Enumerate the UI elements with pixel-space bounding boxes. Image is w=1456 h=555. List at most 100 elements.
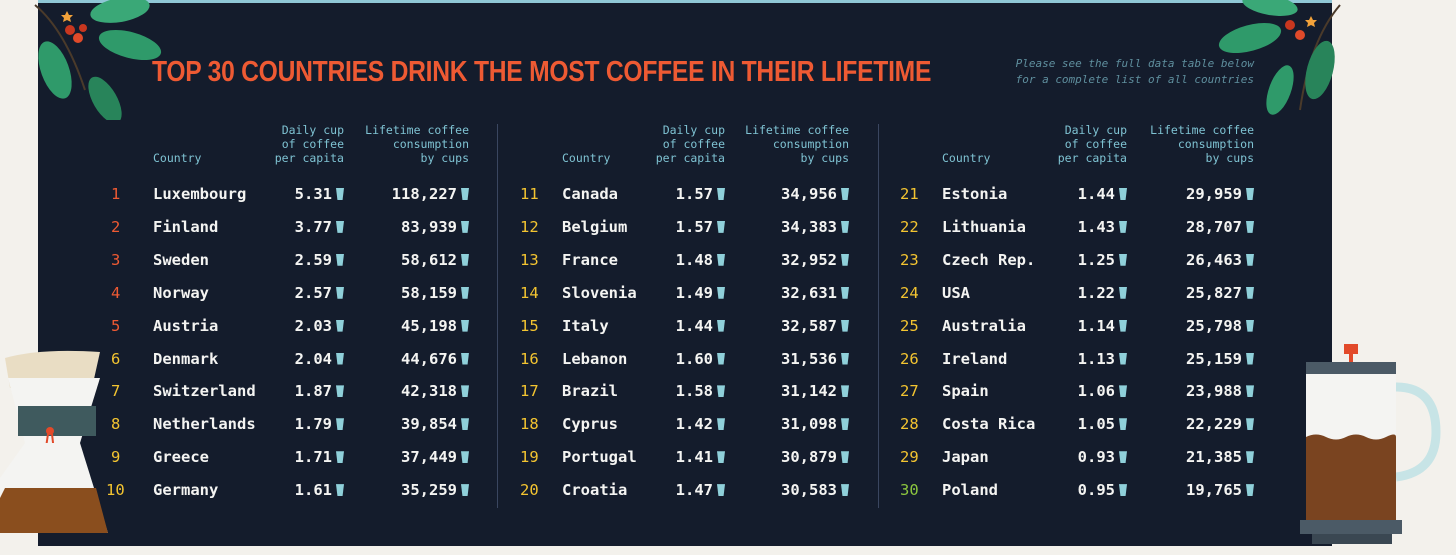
table-row: 6 Denmark 2.04 44,676 [0, 350, 1456, 380]
coffee-cup-icon [336, 484, 344, 497]
daily-cups-text: 1.05 [1077, 415, 1115, 434]
rank-number: 8 [111, 415, 121, 434]
lifetime-cups-text: 58,159 [401, 283, 457, 302]
coffee-cup-icon [717, 286, 725, 299]
lifetime-cups-text: 83,939 [401, 217, 457, 236]
lifetime-cups-value: 31,142 [709, 382, 849, 400]
country-name: Austria [153, 316, 219, 335]
coffee-cup-icon [841, 220, 849, 233]
daily-cups-text: 2.04 [294, 349, 332, 368]
daily-cups-value: 1.87 [224, 382, 344, 400]
daily-cups-value: 2.04 [224, 350, 344, 368]
rank-number: 9 [111, 448, 121, 467]
daily-cups-value: 1.13 [1007, 350, 1127, 368]
top-accent-line [38, 0, 1332, 3]
chart-title: TOP 30 COUNTRIES DRINK THE MOST COFFEE I… [152, 56, 932, 88]
country-name: Brazil [562, 382, 618, 401]
coffee-cup-icon [1119, 352, 1127, 365]
coffee-cup-icon [1246, 319, 1254, 332]
coffee-cup-icon [336, 188, 344, 200]
lifetime-cups-value: 37,449 [329, 448, 469, 466]
daily-cups-text: 1.71 [294, 448, 332, 467]
lifetime-cups-text: 25,159 [1186, 349, 1242, 368]
rank-number: 28 [900, 415, 919, 434]
lifetime-cups-text: 32,631 [781, 283, 837, 302]
rank-number: 10 [106, 481, 125, 500]
table-row: 5 Austria 2.03 45,198 [0, 317, 1456, 347]
table-row: 26 Ireland 1.13 25,159 [0, 350, 1456, 380]
table-row: 10 Germany 1.61 35,259 [0, 481, 1456, 511]
coffee-cup-icon [461, 484, 469, 497]
daily-cups-text: 1.42 [675, 415, 713, 434]
country-name: Finland [153, 217, 219, 236]
coffee-cup-icon [1246, 253, 1254, 266]
lifetime-cups-text: 35,259 [401, 481, 457, 500]
country-name: Lithuania [942, 217, 1026, 236]
lifetime-cups-text: 45,198 [401, 316, 457, 335]
coffee-cup-icon [1246, 385, 1254, 398]
lifetime-cups-text: 26,463 [1186, 250, 1242, 269]
lifetime-cups-value: 19,765 [1114, 481, 1254, 499]
header-lifetime-cups: Lifetime coffee consumption by cups [745, 123, 849, 165]
country-name: Ireland [942, 349, 1008, 368]
country-name: Germany [153, 481, 219, 500]
country-name: Denmark [153, 349, 219, 368]
daily-cups-value: 1.71 [224, 448, 344, 466]
daily-cups-value: 1.22 [1007, 284, 1127, 302]
daily-cups-value: 0.93 [1007, 448, 1127, 466]
table-row: 3 Sweden 2.59 58,612 [0, 251, 1456, 281]
coffee-cup-icon [841, 286, 849, 299]
coffee-cup-icon [1119, 385, 1127, 398]
table-row: 2 Finland 3.77 83,939 [0, 218, 1456, 248]
daily-cups-value: 1.41 [605, 448, 725, 466]
lifetime-cups-value: 58,612 [329, 251, 469, 269]
daily-cups-value: 1.60 [605, 350, 725, 368]
country-name: Japan [942, 448, 989, 467]
lifetime-cups-value: 83,939 [329, 218, 469, 236]
column-divider [497, 124, 498, 508]
lifetime-cups-value: 39,854 [329, 415, 469, 433]
coffee-cup-icon [1246, 352, 1254, 365]
header-lifetime-cups: Lifetime coffee consumption by cups [365, 123, 469, 165]
country-name: Norway [153, 283, 209, 302]
daily-cups-text: 1.44 [1077, 185, 1115, 203]
country-name: USA [942, 283, 970, 302]
daily-cups-text: 1.06 [1077, 382, 1115, 401]
table-row: 23 Czech Rep. 1.25 26,463 [0, 251, 1456, 281]
country-name: Estonia [942, 185, 1008, 203]
lifetime-cups-value: 25,798 [1114, 317, 1254, 335]
lifetime-cups-text: 31,098 [781, 415, 837, 434]
coffee-cup-icon [1119, 484, 1127, 497]
daily-cups-value: 1.44 [605, 317, 725, 335]
chart-panel [38, 0, 1332, 546]
daily-cups-text: 1.47 [675, 481, 713, 500]
rank-number: 29 [900, 448, 919, 467]
table-row: 30 Poland 0.95 19,765 [0, 481, 1456, 511]
daily-cups-value: 3.77 [224, 218, 344, 236]
lifetime-cups-value: 32,587 [709, 317, 849, 335]
daily-cups-value: 1.61 [224, 481, 344, 499]
daily-cups-value: 1.57 [605, 185, 725, 203]
country-name: Greece [153, 448, 209, 467]
coffee-cup-icon [717, 220, 725, 233]
rank-number: 5 [111, 316, 121, 335]
daily-cups-text: 1.57 [675, 185, 713, 203]
daily-cups-value: 0.95 [1007, 481, 1127, 499]
coffee-cup-icon [717, 352, 725, 365]
daily-cups-text: 1.22 [1077, 283, 1115, 302]
coffee-cup-icon [1119, 319, 1127, 332]
lifetime-cups-text: 28,707 [1186, 217, 1242, 236]
rank-number: 15 [520, 316, 539, 335]
daily-cups-value: 1.44 [1007, 185, 1127, 203]
table-row: 19 Portugal 1.41 30,879 [0, 448, 1456, 478]
rank-number: 4 [111, 283, 121, 302]
coffee-cup-icon [336, 352, 344, 365]
rank-number: 14 [520, 283, 539, 302]
coffee-cup-icon [717, 385, 725, 398]
coffee-cup-icon [841, 319, 849, 332]
rank-number: 6 [111, 349, 121, 368]
lifetime-cups-text: 30,879 [781, 448, 837, 467]
lifetime-cups-text: 58,612 [401, 250, 457, 269]
country-name: Belgium [562, 217, 628, 236]
lifetime-cups-value: 23,988 [1114, 382, 1254, 400]
